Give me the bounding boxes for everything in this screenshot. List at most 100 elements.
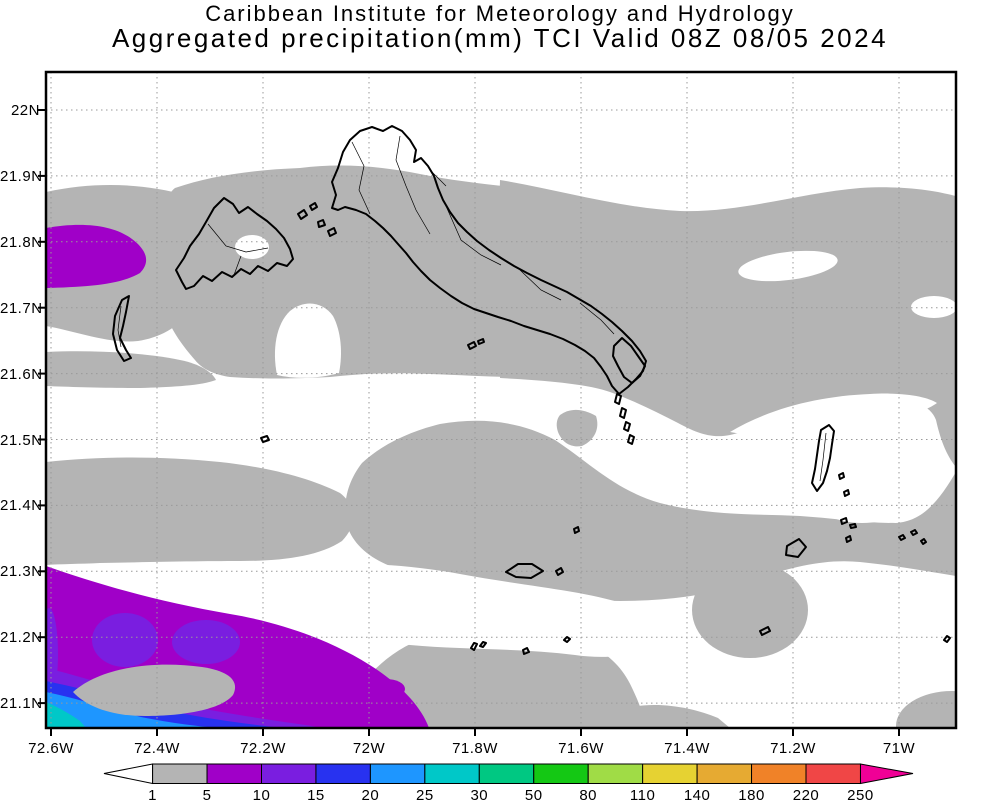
gray-bottom-strip (600, 704, 730, 728)
axis-ticks (38, 109, 900, 736)
colorbar-label-50: 50 (524, 786, 543, 800)
colorbar-segment-180 (751, 763, 807, 784)
gray-corner-br (896, 691, 956, 728)
colorbar-segment-80 (587, 763, 644, 784)
colorbar-label-180: 180 (738, 786, 765, 800)
title-product: Aggregated precipitation(mm) TCI Valid 0… (111, 23, 889, 54)
white-hole-provo (235, 235, 269, 259)
lon-label-71.2W: 71.2W (770, 740, 816, 757)
colorbar-right-arrow (859, 763, 914, 785)
colorbar-segment-20 (369, 763, 426, 784)
violet-core-2 (172, 620, 240, 664)
colorbar-label-20: 20 (361, 786, 380, 800)
interior-lines-caicos (351, 135, 615, 335)
colorbar-label-80: 80 (579, 786, 598, 800)
island-west-caicos (112, 295, 132, 362)
colorbar-label-250: 250 (847, 786, 874, 800)
gray-wedge-mid (556, 409, 598, 447)
interior-lines-west-caicos (117, 305, 122, 348)
colorbar-label-15: 15 (307, 786, 325, 800)
island-interior-boundaries (117, 135, 827, 482)
gray-band-right (498, 180, 956, 467)
island-south-caicos (612, 337, 646, 384)
lat-label-21.3N: 21.3N (0, 563, 43, 581)
lat-label-21.4N: 21.4N (0, 497, 43, 515)
map-frame (44, 70, 958, 730)
lat-label-21.7N: 21.7N (0, 299, 43, 317)
graticule (46, 72, 956, 728)
white-hole-right-edge (911, 296, 956, 318)
misc-small-cays (470, 529, 951, 655)
lon-label-72.6W: 72.6W (28, 740, 74, 757)
lat-label-22N: 22N (10, 102, 40, 119)
long-cay-chain (614, 393, 635, 445)
colorbar-segments (152, 763, 861, 784)
gray-tongue-in-purple (73, 664, 236, 716)
islands-coastlines (112, 125, 951, 655)
colorbar-segment-110 (642, 763, 698, 784)
island-north-middle-east-caicos (331, 125, 647, 395)
cays-near-grand-turk (838, 472, 857, 543)
white-hole-right (738, 250, 838, 282)
interior-lines-grand-turk (819, 432, 827, 482)
island-grand-turk (811, 424, 835, 492)
colorbar-label-110: 110 (629, 786, 656, 800)
colorbar-segment-220 (805, 763, 861, 784)
white-hole-grand-turk (812, 467, 912, 523)
violet-core-1 (92, 613, 158, 667)
title-institute: Caribbean Institute for Meteorology and … (205, 1, 795, 26)
lat-label-21.9N: 21.9N (0, 167, 43, 185)
french-cay (260, 435, 270, 443)
colorbar-segment-140 (696, 763, 753, 784)
lat-label-21.6N: 21.6N (0, 365, 43, 383)
lat-label-21.2N: 21.2N (0, 629, 43, 647)
colorbar-label-30: 30 (470, 786, 489, 800)
gray-strip-left (46, 351, 216, 388)
cyan-corner-core (46, 702, 86, 728)
lat-label-21.1N: 21.1N (0, 695, 43, 713)
lon-label-71.8W: 71.8W (452, 740, 498, 757)
colorbar-left-arrow (103, 763, 154, 785)
colorbar-label-140: 140 (683, 786, 711, 800)
colorbar-segment-15 (315, 763, 371, 784)
gray-band-central (159, 165, 568, 379)
colorbar-segment-1 (152, 763, 208, 784)
islets-south-middle-caicos (467, 338, 485, 350)
lon-label-72W: 72W (352, 740, 386, 757)
white-wedge-right-mid (730, 393, 937, 437)
precip-shading (46, 72, 956, 728)
colorbar-segment-5 (206, 763, 263, 784)
island-salt-cay (785, 538, 807, 558)
colorbar-label-25: 25 (416, 786, 434, 800)
map-titles: Caribbean Institute for Meteorology and … (0, 2, 1000, 52)
lon-label-72.2W: 72.2W (240, 740, 286, 757)
lon-label-71.4W: 71.4W (664, 740, 710, 757)
island-ambergris-cays (505, 526, 580, 579)
white-channel-lower (245, 564, 658, 657)
colorbar-label-220: 220 (792, 786, 820, 800)
cays-ne-provo (297, 202, 337, 237)
gray-dome (692, 562, 808, 658)
white-bump-below-provo (274, 303, 341, 378)
colorbar-segment-10 (261, 763, 317, 784)
colorbar-label-10: 10 (252, 786, 271, 800)
lat-label-21.8N: 21.8N (0, 233, 43, 251)
purple-spot-bottom-mid (367, 679, 405, 699)
lat-label-21.5N: 21.5N (0, 431, 43, 449)
big-sand-cay (759, 626, 771, 636)
lon-label-72.4W: 72.4W (134, 740, 180, 757)
gray-band-lower-left (46, 457, 354, 565)
white-holes (235, 235, 956, 657)
island-providenciales (175, 197, 294, 290)
purple-blob-west (46, 224, 147, 288)
lon-label-71W: 71W (882, 740, 916, 757)
colorbar-segment-50 (533, 763, 589, 784)
lightblue-corner-band (46, 692, 222, 728)
gray-precip-regions (46, 165, 956, 728)
colorbar-label-5: 5 (202, 786, 212, 800)
gray-band-lower-right (345, 420, 956, 601)
colorbar-segment-30 (478, 763, 535, 784)
lon-label-71.6W: 71.6W (558, 740, 604, 757)
